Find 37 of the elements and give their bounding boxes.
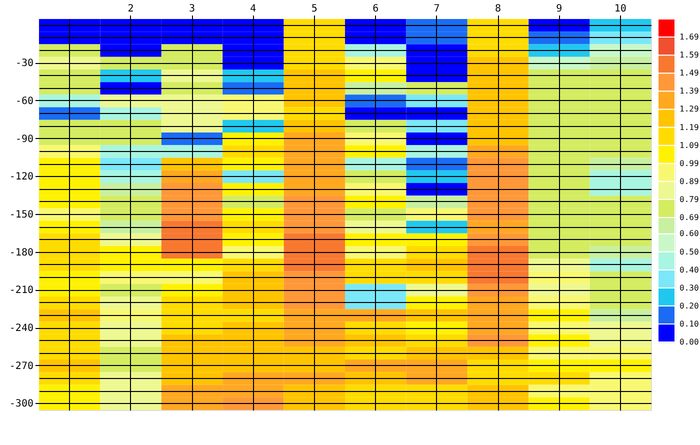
y-tick-label: -90 xyxy=(15,134,34,145)
y-tick-label: -300 xyxy=(9,398,34,410)
color-bar-label: 0.89 xyxy=(680,176,699,186)
color-bar-label: 1.69 xyxy=(680,32,699,42)
color-bar-label: 1.49 xyxy=(680,68,699,78)
x-tick-label: 2 xyxy=(128,4,134,14)
y-tick-label: -240 xyxy=(9,323,34,334)
color-bar-label: 0.00 xyxy=(680,338,699,346)
y-tick-label: -270 xyxy=(9,360,34,372)
color-bar-label: 0.50 xyxy=(680,247,699,256)
x-tick-label: 9 xyxy=(556,4,562,14)
color-bar-label: 1.59 xyxy=(680,50,699,60)
x-tick-label: 7 xyxy=(434,4,440,14)
color-bar-label: 1.29 xyxy=(680,104,699,114)
color-bar-label: 0.10 xyxy=(680,319,699,328)
x-tick-label: 5 xyxy=(311,4,318,14)
color-bar-label: 0.69 xyxy=(680,212,699,222)
x-tick-label: 3 xyxy=(188,4,196,14)
color-bar-label: 1.39 xyxy=(680,86,699,96)
x-tick-label: 8 xyxy=(494,4,502,14)
y-tick-label: -210 xyxy=(9,285,34,296)
color-bar-label: 1.19 xyxy=(680,122,699,132)
color-bar-label: 0.40 xyxy=(680,265,699,274)
x-tick-label: 6 xyxy=(372,4,379,14)
color-bar-label: 0.30 xyxy=(680,283,699,292)
y-tick-label: -30 xyxy=(15,58,34,70)
color-bar-label: 0.20 xyxy=(680,301,699,310)
color-bar-label: 0.99 xyxy=(680,158,699,168)
color-bar-label: 0.60 xyxy=(680,229,699,238)
color-bar-label: 1.09 xyxy=(680,140,699,150)
color-bar-label: 0.79 xyxy=(680,194,699,204)
y-tick-label: -180 xyxy=(9,247,34,258)
x-tick-label: 10 xyxy=(614,4,626,14)
x-tick-label: 4 xyxy=(250,4,256,14)
y-tick-label: -120 xyxy=(9,172,34,183)
y-tick-label: -60 xyxy=(15,96,34,107)
y-tick-label: -150 xyxy=(9,210,34,220)
